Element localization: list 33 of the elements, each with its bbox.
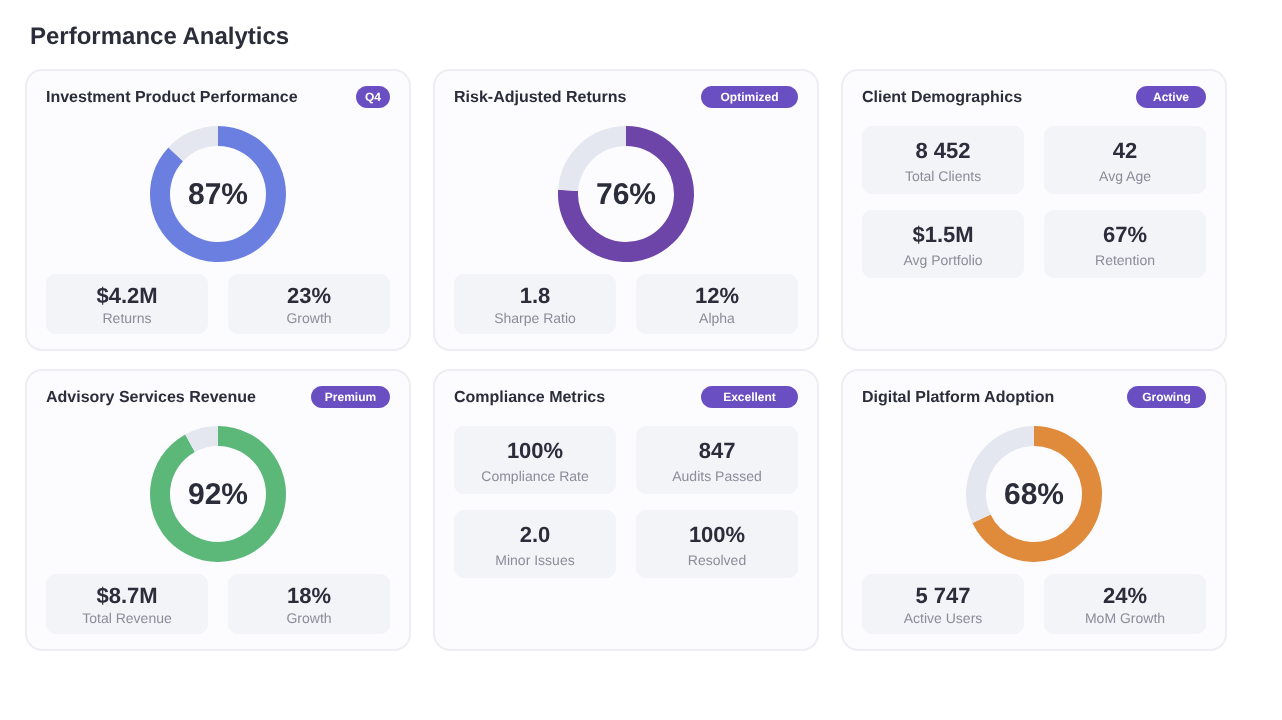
donut-slice: [972, 426, 1102, 562]
text: Performance Analytics: [30, 22, 290, 50]
text: 67%: [1102, 223, 1148, 248]
text: 12%: [694, 284, 740, 309]
text: $8.7M: [96, 584, 158, 609]
chart-title: Advisory Services Revenue: [46, 388, 257, 406]
text: 2.0: [519, 523, 551, 548]
text: 847: [698, 439, 736, 464]
text: 100%: [506, 439, 564, 464]
text: 5 747: [915, 584, 971, 609]
data-label: 76%: [595, 178, 657, 212]
data-label: 68%: [1003, 478, 1065, 512]
donut-slice: [150, 426, 286, 562]
chart-title: Investment Product Performance: [46, 88, 299, 106]
data-label: 92%: [187, 478, 249, 512]
donut-slice: [185, 426, 218, 452]
text: Compliance Metrics: [454, 388, 607, 406]
text: 23%: [286, 284, 332, 309]
text: 42: [1112, 139, 1138, 164]
text: $1.5M: [912, 223, 974, 248]
donut-slice: [150, 126, 286, 262]
text: 100%: [688, 523, 746, 548]
donut-slice: [558, 126, 694, 262]
text: 24%: [1102, 584, 1148, 609]
donut-slice: [168, 126, 218, 162]
text: 8 452: [915, 139, 971, 164]
text: $4.2M: [96, 284, 158, 309]
data-label: 87%: [187, 178, 249, 212]
text: 1.8: [519, 284, 551, 309]
chart-title: Risk-Adjusted Returns: [454, 88, 628, 106]
chart-title: Digital Platform Adoption: [862, 388, 1055, 406]
text: Client Demographics: [862, 88, 1024, 106]
text: 18%: [286, 584, 332, 609]
